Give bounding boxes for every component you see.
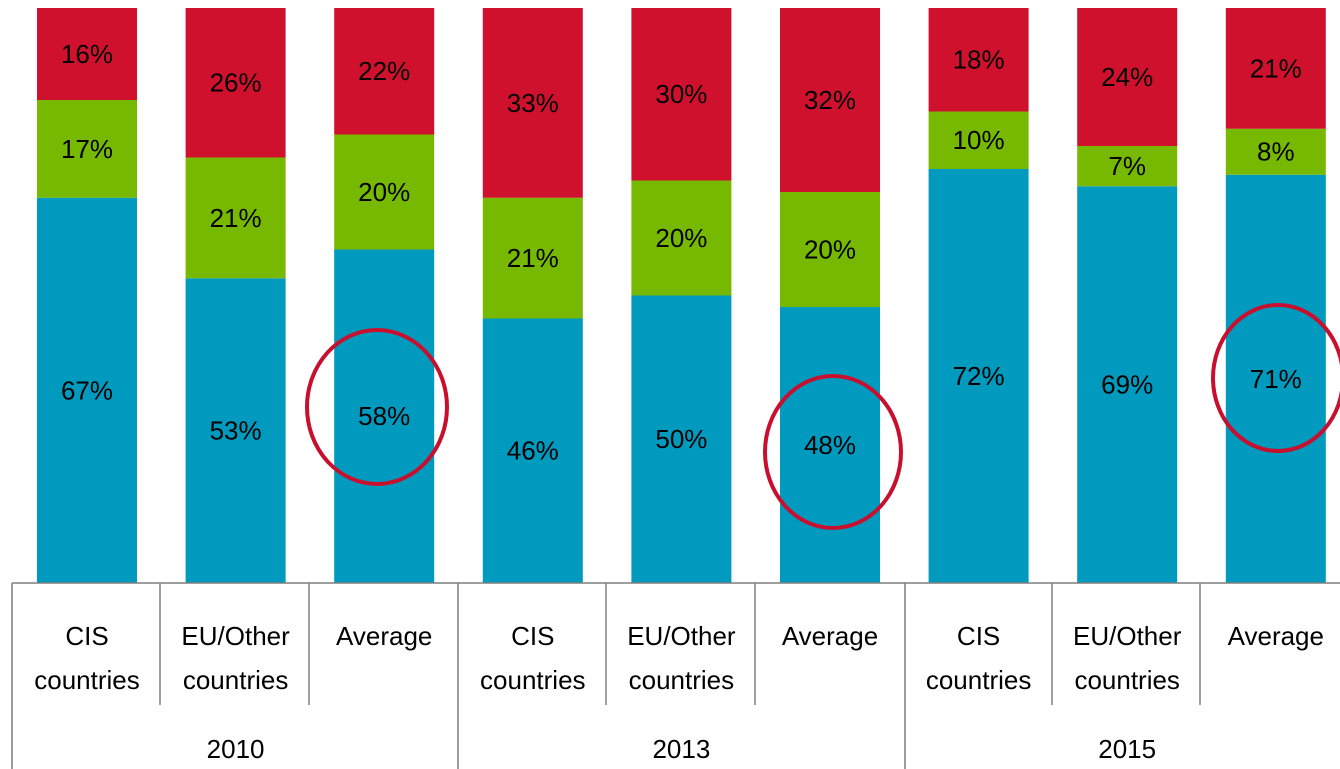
value-label: 21% (1250, 53, 1302, 83)
group-label: 2010 (206, 734, 265, 764)
group-label: 2013 (652, 734, 711, 764)
highlight-circles (305, 303, 1340, 530)
value-label: 53% (210, 416, 262, 446)
table-lines (11, 582, 1340, 769)
group-label: 2015 (1098, 734, 1157, 764)
value-label: 67% (61, 375, 113, 405)
value-label: 10% (953, 125, 1005, 155)
bar-segment (37, 8, 137, 100)
bar-segment (185, 157, 286, 279)
bar-segment (334, 249, 435, 583)
category-label: CIS countries (34, 621, 140, 695)
bar-segment (780, 8, 880, 192)
bar-segment (1077, 186, 1178, 583)
bars: 67% 17% 16% 53% 21% 26% 58% 20% 22% 46% 21% 33% 50% 2… (37, 8, 1326, 583)
value-label: 32% (804, 85, 856, 115)
value-label: 20% (358, 177, 410, 207)
value-label: 33% (507, 88, 559, 118)
value-label: 24% (1101, 62, 1153, 92)
category-label: CIS countries (480, 621, 586, 695)
bar-segment (780, 307, 880, 583)
bar-segment (482, 197, 583, 319)
category-label: EU/Other countries (1073, 621, 1182, 695)
value-label: 20% (655, 223, 707, 253)
value-label: 48% (804, 430, 856, 460)
value-label: 72% (953, 361, 1005, 391)
bar-segment (631, 180, 732, 296)
highlight-circle (763, 374, 903, 530)
category-label: EU/Other countries (627, 621, 736, 695)
category-label: EU/Other countries (181, 621, 290, 695)
category-label: Average (781, 621, 879, 651)
value-label: 50% (655, 424, 707, 454)
bar-segment (1077, 8, 1178, 146)
value-label: 21% (507, 243, 559, 273)
value-label: 30% (655, 79, 707, 109)
bar-segment (1077, 146, 1178, 187)
bar-segment (928, 111, 1029, 169)
value-label: 17% (61, 134, 113, 164)
bar-segment (928, 169, 1029, 583)
value-label: 21% (210, 203, 262, 233)
bar-segment (1225, 8, 1326, 129)
bar-segment (482, 8, 583, 198)
value-label: 69% (1101, 370, 1153, 400)
value-label: 8% (1257, 137, 1295, 167)
value-label: 58% (358, 401, 410, 431)
bar-segment (928, 8, 1029, 112)
bar-segment (185, 278, 286, 583)
bar-segment (185, 8, 286, 158)
bar-segment (37, 100, 137, 198)
highlight-circle (1211, 303, 1340, 453)
value-label: 16% (61, 39, 113, 69)
value-label: 18% (953, 45, 1005, 75)
category-label: Average (1227, 621, 1324, 651)
value-label: 71% (1250, 364, 1302, 394)
bar-segment (780, 192, 880, 307)
bar-segment (631, 8, 732, 181)
bar-segment (334, 8, 435, 135)
value-label: 7% (1108, 151, 1146, 181)
value-label: 46% (507, 436, 559, 466)
value-label: 20% (804, 234, 856, 264)
category-label: Average (336, 621, 433, 651)
value-label: 22% (358, 56, 410, 86)
bar-segment (334, 134, 435, 250)
bar-segment (1225, 128, 1326, 175)
value-label: 26% (210, 68, 262, 98)
highlight-circle (305, 328, 449, 486)
bar-segment (37, 197, 137, 583)
category-label: CIS countries (925, 621, 1032, 695)
bar-segment (1225, 174, 1326, 583)
bar-segment (482, 318, 583, 583)
bar-segment (631, 295, 732, 583)
